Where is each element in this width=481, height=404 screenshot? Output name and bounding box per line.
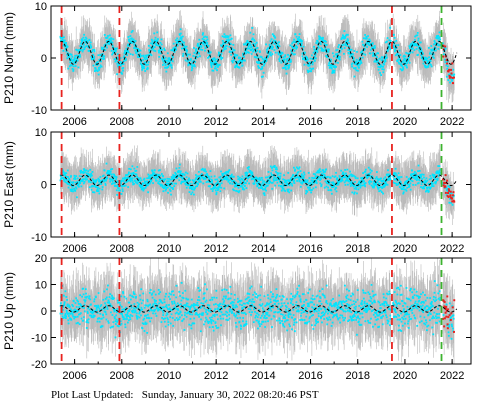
y-tick-label: -20 <box>31 359 47 371</box>
recent-points <box>441 295 456 333</box>
x-tick-label: 2014 <box>251 243 275 255</box>
model-line <box>60 40 458 65</box>
x-tick-label: 2014 <box>251 370 275 382</box>
y-tick-label: -10 <box>31 105 47 117</box>
x-tick-label: 2008 <box>110 116 134 128</box>
x-tick-label: 2020 <box>393 116 417 128</box>
y-tick-label: 20 <box>35 253 47 265</box>
x-tick-label: 2012 <box>204 370 228 382</box>
y-tick-label: -10 <box>31 232 47 244</box>
model-line <box>60 305 458 313</box>
y-tick-label: 0 <box>41 306 47 318</box>
x-tick-label: 2008 <box>110 370 134 382</box>
x-tick-label: 2014 <box>251 116 275 128</box>
x-tick-label: 2022 <box>440 116 464 128</box>
data-points <box>59 280 455 340</box>
x-tick-label: 2010 <box>157 243 181 255</box>
data-points <box>59 162 455 206</box>
x-tick-label: 2006 <box>62 370 86 382</box>
x-tick-label: 2010 <box>157 370 181 382</box>
panel-3: -20 -10 0 10 20 2006 2008 2010 2012 2014 2016 2018 2… <box>2 253 472 382</box>
x-tick-label: 2022 <box>440 243 464 255</box>
y-tick-label: 10 <box>35 1 47 13</box>
y-tick-label: 0 <box>41 180 47 192</box>
x-tick-label: 2020 <box>393 243 417 255</box>
x-tick-label: 2006 <box>62 243 86 255</box>
x-tick-label: 2016 <box>298 243 322 255</box>
y-axis-label: P210 North (mm) <box>2 12 16 104</box>
x-tick-label: 2018 <box>345 116 369 128</box>
last-updated-footer: Plot Last Updated: Sunday, January 30, 2… <box>51 389 319 401</box>
panel-1: -10 0 10 2006 2008 2010 2012 2014 2016 2018 2020 20… <box>2 1 472 128</box>
panel-2: -10 0 10 2006 2008 2010 2012 2014 2016 2018 2020 20… <box>2 127 472 255</box>
x-tick-label: 2012 <box>204 116 228 128</box>
plot-area <box>59 258 458 364</box>
x-tick-label: 2012 <box>204 243 228 255</box>
y-tick-label: -10 <box>31 333 47 345</box>
last-updated-timestamp: Sunday, January 30, 2022 08:20:46 PST <box>141 389 319 401</box>
x-tick-label: 2020 <box>393 370 417 382</box>
x-tick-label: 2018 <box>345 243 369 255</box>
y-tick-label: 0 <box>41 53 47 65</box>
x-tick-label: 2022 <box>440 370 464 382</box>
x-tick-label: 2016 <box>298 116 322 128</box>
x-tick-label: 2018 <box>345 370 369 382</box>
plot-area <box>59 6 458 110</box>
x-tick-label: 2008 <box>110 243 134 255</box>
y-tick-label: 10 <box>35 280 47 292</box>
plot-area <box>59 132 458 237</box>
last-updated-label: Plot Last Updated: <box>51 389 134 401</box>
model-line <box>60 174 458 186</box>
x-tick-label: 2006 <box>62 116 86 128</box>
y-axis-label: P210 East (mm) <box>2 141 16 228</box>
x-tick-label: 2010 <box>157 116 181 128</box>
recent-points <box>441 174 456 203</box>
y-tick-label: 10 <box>35 127 47 139</box>
x-tick-label: 2016 <box>298 370 322 382</box>
y-axis-label: P210 Up (mm) <box>2 272 16 350</box>
